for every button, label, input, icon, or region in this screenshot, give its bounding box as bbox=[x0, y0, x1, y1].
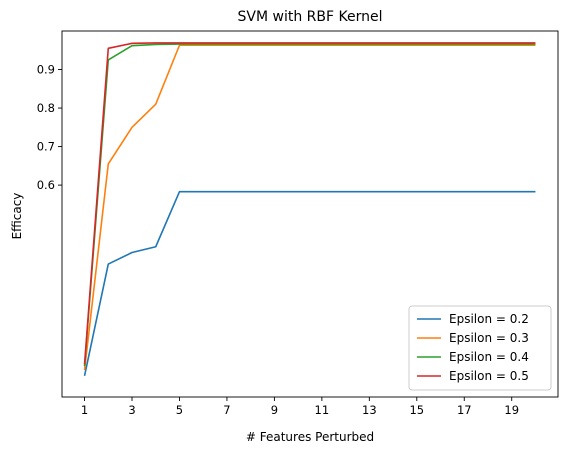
x-tick-label: 1 bbox=[81, 403, 88, 417]
legend-entry: Epsilon = 0.4 bbox=[449, 350, 529, 364]
x-tick-label: 19 bbox=[504, 403, 519, 417]
legend: Epsilon = 0.2 Epsilon = 0.3 Epsilon = 0.4 E… bbox=[408, 305, 552, 391]
x-tick-label: 17 bbox=[457, 403, 472, 417]
series-line-1 bbox=[83, 190, 536, 376]
plot-frame bbox=[61, 30, 559, 398]
legend-entry: Epsilon = 0.2 bbox=[449, 312, 529, 326]
y-tick-label: 0.7 bbox=[37, 140, 55, 154]
x-axis-ticks: 1 3 5 7 9 11 13 15 17 19 bbox=[81, 397, 519, 417]
y-tick-label: 0.8 bbox=[37, 101, 55, 115]
x-axis-label: # Features Perturbed bbox=[246, 430, 374, 444]
y-axis-ticks: 0.6 0.7 0.8 0.9 bbox=[37, 63, 62, 192]
legend-entry: Epsilon = 0.3 bbox=[449, 331, 529, 345]
series-line-3 bbox=[83, 43, 536, 367]
y-axis-label: Efficacy bbox=[10, 193, 24, 240]
x-tick-label: 7 bbox=[223, 403, 230, 417]
plot-lines bbox=[83, 42, 536, 376]
series-line-2 bbox=[83, 44, 536, 371]
y-tick-label: 0.6 bbox=[37, 178, 55, 192]
x-tick-label: 11 bbox=[315, 403, 330, 417]
legend-box bbox=[408, 305, 552, 391]
x-tick-label: 15 bbox=[409, 403, 424, 417]
x-tick-label: 3 bbox=[128, 403, 135, 417]
chart-title: SVM with RBF Kernel bbox=[238, 9, 383, 25]
series-line-4 bbox=[83, 42, 536, 365]
legend-entry: Epsilon = 0.5 bbox=[449, 369, 529, 383]
x-tick-label: 13 bbox=[362, 403, 377, 417]
y-tick-label: 0.9 bbox=[37, 63, 55, 77]
x-tick-label: 9 bbox=[271, 403, 278, 417]
x-tick-label: 5 bbox=[176, 403, 183, 417]
